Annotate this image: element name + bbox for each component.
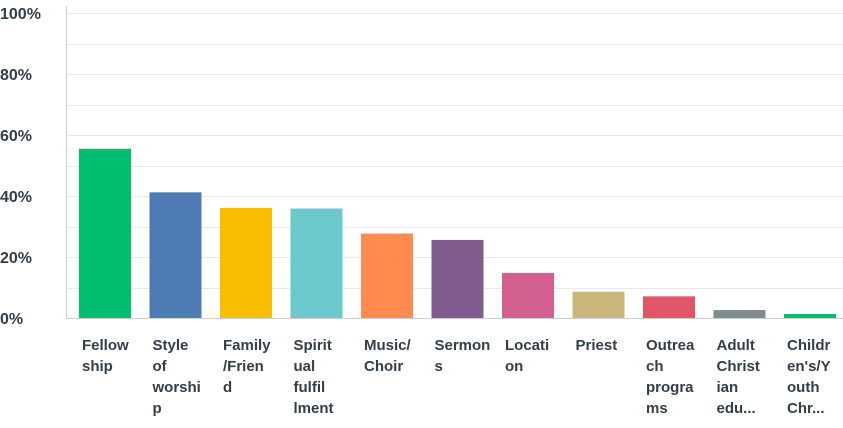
x-tick-label: Style of worshi p bbox=[152, 337, 201, 417]
x-tick-label-line: Childr bbox=[787, 337, 830, 354]
x-tick-label: Sermon s bbox=[435, 337, 491, 375]
x-tick-label-line: lment bbox=[294, 400, 334, 417]
x-tick-label-line: Chr... bbox=[787, 400, 825, 417]
x-tick-label-line: Fellow bbox=[82, 337, 129, 354]
x-tick-label-line: outh bbox=[787, 379, 819, 396]
x-tick-label-line: ms bbox=[646, 400, 668, 417]
x-tick-label-line: Family bbox=[223, 337, 271, 354]
x-tick-labels: Fellow ship Style of worshi p Family/Frien d Spi… bbox=[82, 337, 831, 417]
x-tick-label: Childr en's/Y outh Chr... bbox=[787, 337, 831, 417]
x-tick-label-line: Spirit bbox=[294, 337, 332, 354]
y-tick-label: 80% bbox=[0, 67, 32, 84]
y-tick-label: 40% bbox=[0, 189, 32, 206]
x-tick-label: Family/Frien d bbox=[223, 337, 271, 396]
x-tick-label-line: Outrea bbox=[646, 337, 695, 354]
y-tick-label: 100% bbox=[0, 6, 41, 23]
x-tick-label-line: Adult bbox=[717, 337, 755, 354]
x-tick-label-line: fulfil bbox=[294, 379, 326, 396]
x-tick-label-line: progra bbox=[646, 379, 694, 396]
x-tick-label: Fellow ship bbox=[82, 337, 129, 375]
bar[interactable] bbox=[361, 233, 413, 318]
bar[interactable] bbox=[502, 272, 554, 318]
x-tick-label-line: s bbox=[435, 358, 443, 375]
bar[interactable] bbox=[149, 192, 202, 318]
bar[interactable] bbox=[643, 296, 695, 318]
x-tick-label: Adult Christ ian edu... bbox=[717, 337, 760, 417]
y-tick-label: 20% bbox=[0, 250, 32, 267]
x-tick-label-line: edu... bbox=[717, 400, 756, 417]
bar[interactable] bbox=[431, 239, 484, 318]
x-tick-label-line: Locati bbox=[505, 337, 549, 354]
x-tick-label-line: en's/Y bbox=[787, 358, 831, 375]
bar[interactable] bbox=[290, 208, 343, 318]
x-tick-label-line: /Frien bbox=[223, 358, 264, 375]
x-tick-label-line: Sermon bbox=[435, 337, 491, 354]
y-tick-label: 60% bbox=[0, 128, 32, 145]
x-tick-label: Locati on bbox=[505, 337, 549, 375]
bar[interactable] bbox=[713, 310, 766, 318]
x-tick-label-line: p bbox=[153, 400, 162, 417]
x-tick-label-line: Music/ bbox=[364, 337, 412, 354]
axis-layer bbox=[66, 6, 843, 319]
x-tick-label-line: ship bbox=[82, 358, 113, 375]
y-tick-labels: 0% 20% 40% 60% 80% 100% bbox=[0, 6, 41, 328]
x-tick-label: Spirit ual fulfil lment bbox=[294, 337, 334, 417]
x-tick-label-line: Choir bbox=[364, 358, 403, 375]
x-tick-label: Outrea ch progra ms bbox=[646, 337, 695, 417]
x-tick-label-line: ual bbox=[294, 358, 316, 375]
x-tick-label-line: d bbox=[223, 379, 232, 396]
x-tick-label-line: Christ bbox=[717, 358, 760, 375]
bar[interactable] bbox=[79, 148, 131, 318]
x-tick-label: Priest bbox=[576, 337, 618, 354]
x-tick-label-line: on bbox=[505, 358, 523, 375]
x-tick-label-line: Style bbox=[153, 337, 189, 354]
x-tick-label-line: worshi bbox=[152, 379, 201, 396]
x-tick-label-line: Priest bbox=[576, 337, 618, 354]
x-tick-label-line: ch bbox=[646, 358, 664, 375]
x-tick-label: Music/Choir bbox=[364, 337, 412, 375]
bars-layer bbox=[79, 148, 836, 318]
x-tick-label-line: of bbox=[153, 358, 168, 375]
x-tick-label-line: ian bbox=[717, 379, 739, 396]
y-tick-label: 0% bbox=[0, 311, 23, 328]
bar[interactable] bbox=[572, 291, 625, 318]
bar[interactable] bbox=[220, 207, 272, 318]
bar[interactable] bbox=[784, 314, 836, 318]
